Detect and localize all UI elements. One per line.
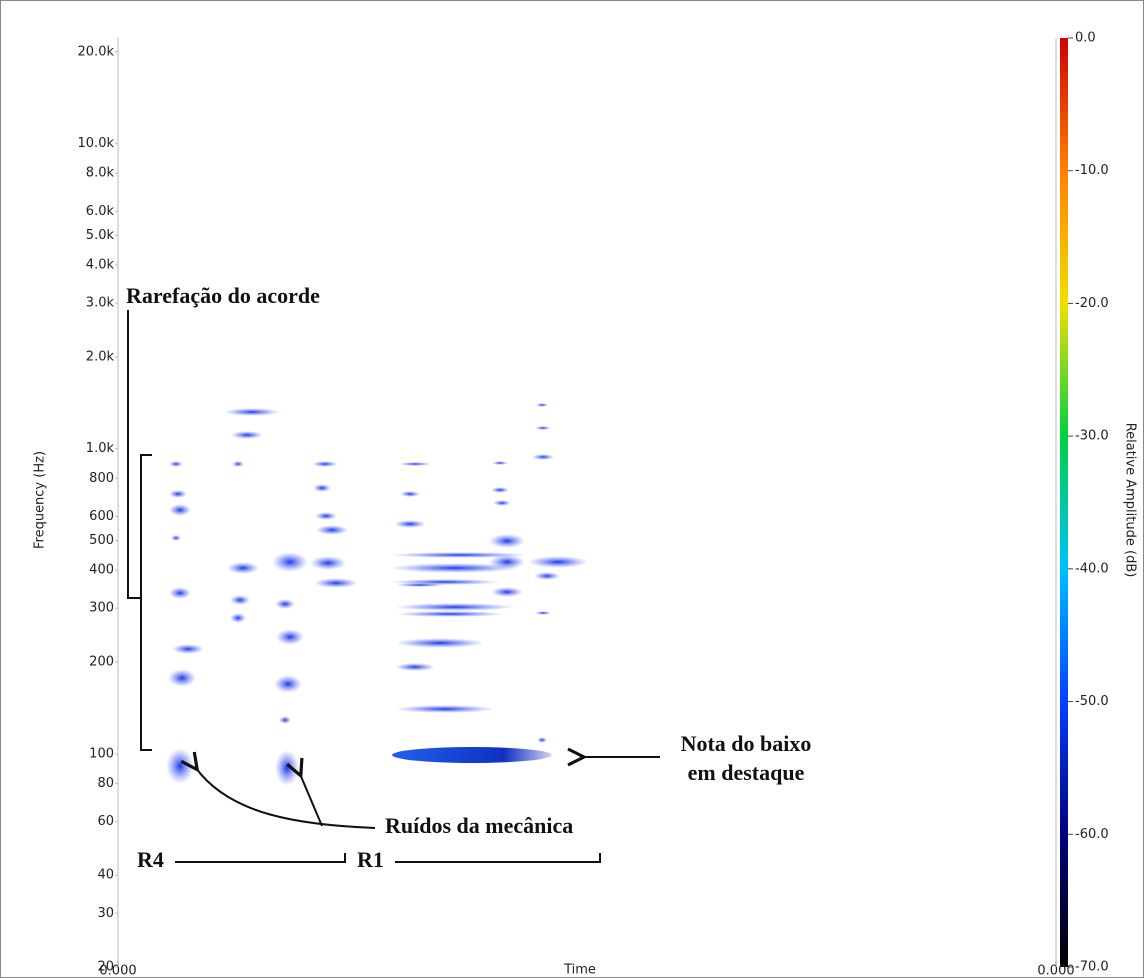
annotations: Rarefação do acorde Nota do baixo em des… <box>126 283 811 872</box>
colorbar-label: Relative Amplitude (dB) <box>1123 423 1138 578</box>
range-line <box>175 853 600 862</box>
colorbar-tick-label: -50.0 <box>1075 694 1109 709</box>
annotation: Rarefação do acorde <box>126 283 320 308</box>
arrow <box>300 774 322 826</box>
y-tick-label: 600 <box>89 509 114 524</box>
annotation: R4 <box>137 847 164 872</box>
y-tick-label: 400 <box>89 563 114 578</box>
colorbar-tick-label: -20.0 <box>1075 296 1109 311</box>
chart: Rarefação do acorde Nota do baixo em des… <box>0 0 1144 978</box>
spectrogram <box>166 403 588 786</box>
colorbar-tick-label: 0.0 <box>1075 31 1096 46</box>
y-tick-label: 1.0k <box>86 441 115 456</box>
y-tick-label: 60 <box>97 814 114 829</box>
y-tick-label: 800 <box>89 471 114 486</box>
y-tick-label: 30 <box>97 906 114 921</box>
colorbar-tick-label: -70.0 <box>1075 960 1109 975</box>
colorbar <box>1060 38 1068 967</box>
x-axis-label: Time <box>563 963 596 978</box>
y-tick-label: 40 <box>97 868 114 883</box>
y-tick-label: 2.0k <box>86 349 115 364</box>
bracket <box>141 455 152 750</box>
annotation: Ruídos da mecânica <box>385 813 573 838</box>
y-axis-label: Frequency (Hz) <box>33 451 48 549</box>
bass-note <box>392 747 552 763</box>
annotation: em destaque <box>688 760 805 785</box>
y-tick-label: 6.0k <box>86 204 115 219</box>
colorbar-tick-label: -40.0 <box>1075 561 1109 576</box>
y-tick-label: 8.0k <box>86 166 115 181</box>
colorbar-tick-label: -30.0 <box>1075 429 1109 444</box>
y-tick-label: 100 <box>89 746 114 761</box>
y-tick-label: 4.0k <box>86 258 115 273</box>
annotation: Nota do baixo <box>681 731 812 756</box>
colorbar-tick-label: -10.0 <box>1075 163 1109 178</box>
y-tick-label: 20.0k <box>78 44 115 59</box>
bracket <box>128 310 140 598</box>
colorbar-tick-label: -60.0 <box>1075 827 1109 842</box>
spectral-peaks <box>166 403 588 786</box>
annotation: R1 <box>357 847 384 872</box>
y-tick-label: 300 <box>89 601 114 616</box>
y-tick-label: 80 <box>97 776 114 791</box>
y-tick-label: 10.0k <box>78 136 115 151</box>
y-tick-label: 3.0k <box>86 296 115 311</box>
y-tick-label: 500 <box>89 533 114 548</box>
y-tick-label: 5.0k <box>86 228 115 243</box>
y-tick-label: 200 <box>89 654 114 669</box>
